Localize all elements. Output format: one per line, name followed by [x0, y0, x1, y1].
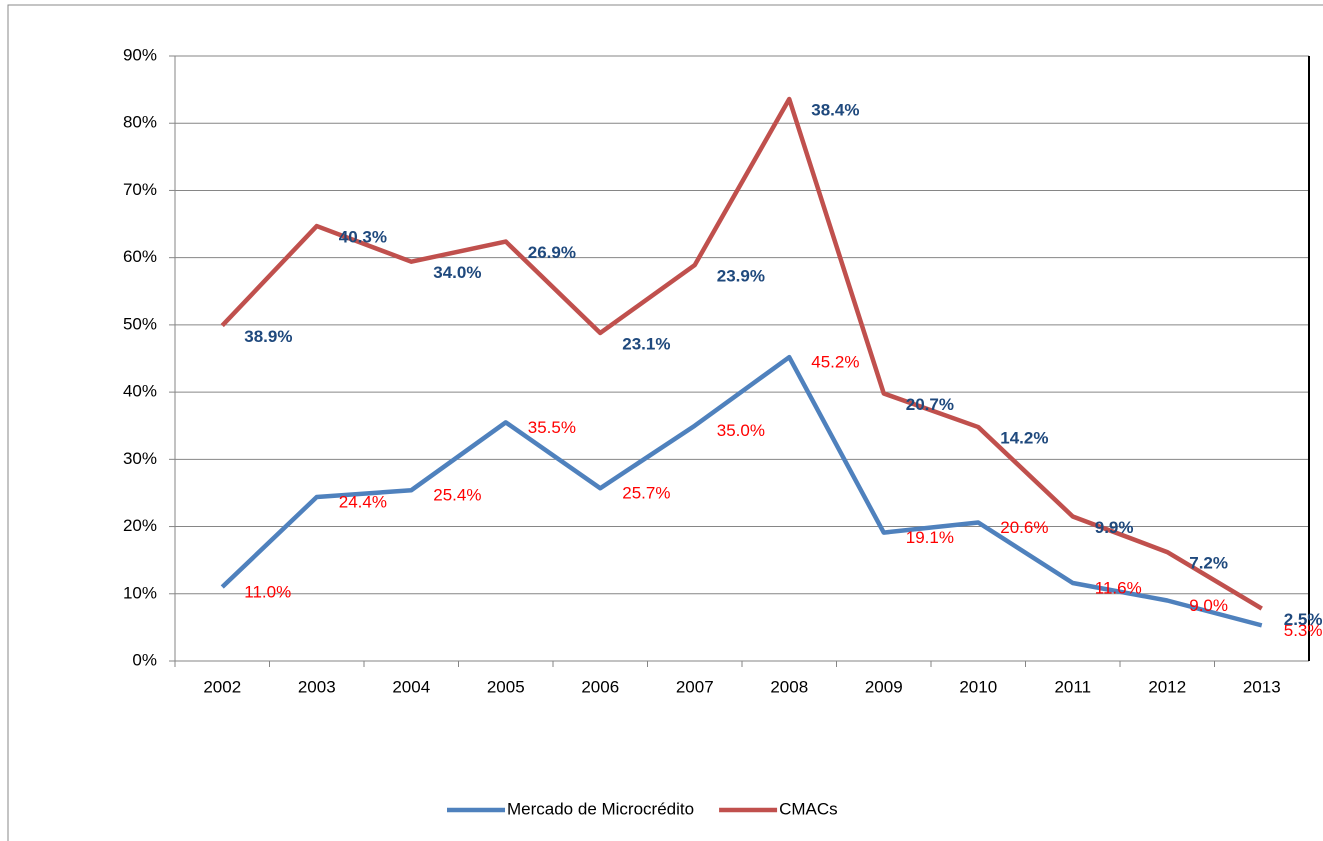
- data-label: 45.2%: [811, 353, 859, 372]
- data-label: 35.5%: [528, 418, 576, 437]
- y-tick-label: 90%: [123, 45, 157, 64]
- y-tick-label: 30%: [123, 449, 157, 468]
- y-tick-label: 40%: [123, 382, 157, 401]
- data-label: 23.1%: [622, 334, 670, 353]
- x-tick-label: 2002: [203, 677, 241, 696]
- y-tick-label: 0%: [132, 650, 157, 669]
- data-label: 35.0%: [717, 421, 765, 440]
- x-tick-label: 2009: [865, 677, 903, 696]
- legend-label: CMACs: [779, 799, 838, 818]
- data-label: 23.9%: [717, 267, 765, 286]
- y-tick-label: 10%: [123, 583, 157, 602]
- data-label: 38.4%: [811, 101, 859, 120]
- data-label: 34.0%: [433, 263, 481, 282]
- data-label: 11.6%: [1095, 579, 1142, 598]
- chart-border: [7, 4, 1323, 841]
- data-label: 11.0%: [244, 583, 291, 602]
- y-tick-label: 70%: [123, 180, 157, 199]
- y-tick-label: 50%: [123, 314, 157, 333]
- x-tick-label: 2003: [298, 677, 336, 696]
- data-label: 9.0%: [1189, 596, 1228, 615]
- data-label: 5.3%: [1284, 621, 1323, 640]
- x-tick-label: 2007: [676, 677, 714, 696]
- series-line: [220, 354, 1263, 628]
- x-tick-label: 2013: [1243, 677, 1281, 696]
- data-label: 9.9%: [1095, 518, 1134, 537]
- data-label: 20.6%: [1000, 518, 1048, 537]
- y-tick-label: 60%: [123, 247, 157, 266]
- x-tick-label: 2010: [959, 677, 997, 696]
- data-label: 20.7%: [906, 395, 954, 414]
- data-label: 40.3%: [339, 228, 387, 247]
- data-label: 26.9%: [528, 243, 576, 262]
- x-tick-label: 2006: [581, 677, 619, 696]
- y-tick-label: 80%: [123, 113, 157, 132]
- data-label: 19.1%: [906, 528, 954, 547]
- x-tick-label: 2004: [392, 677, 430, 696]
- data-label: 25.7%: [622, 484, 670, 503]
- legend-label: Mercado de Microcrédito: [507, 799, 694, 818]
- data-label: 38.9%: [244, 327, 292, 346]
- data-label: 7.2%: [1189, 554, 1228, 573]
- data-label: 24.4%: [339, 492, 387, 511]
- data-label: 2.5%: [1284, 610, 1323, 629]
- x-tick-label: 2012: [1148, 677, 1186, 696]
- data-label: 14.2%: [1000, 429, 1048, 448]
- x-tick-label: 2005: [487, 677, 525, 696]
- x-tick-label: 2011: [1054, 677, 1091, 696]
- y-tick-label: 20%: [123, 516, 157, 535]
- series-line: [220, 96, 1263, 611]
- data-label: 25.4%: [433, 486, 481, 505]
- x-tick-label: 2008: [770, 677, 808, 696]
